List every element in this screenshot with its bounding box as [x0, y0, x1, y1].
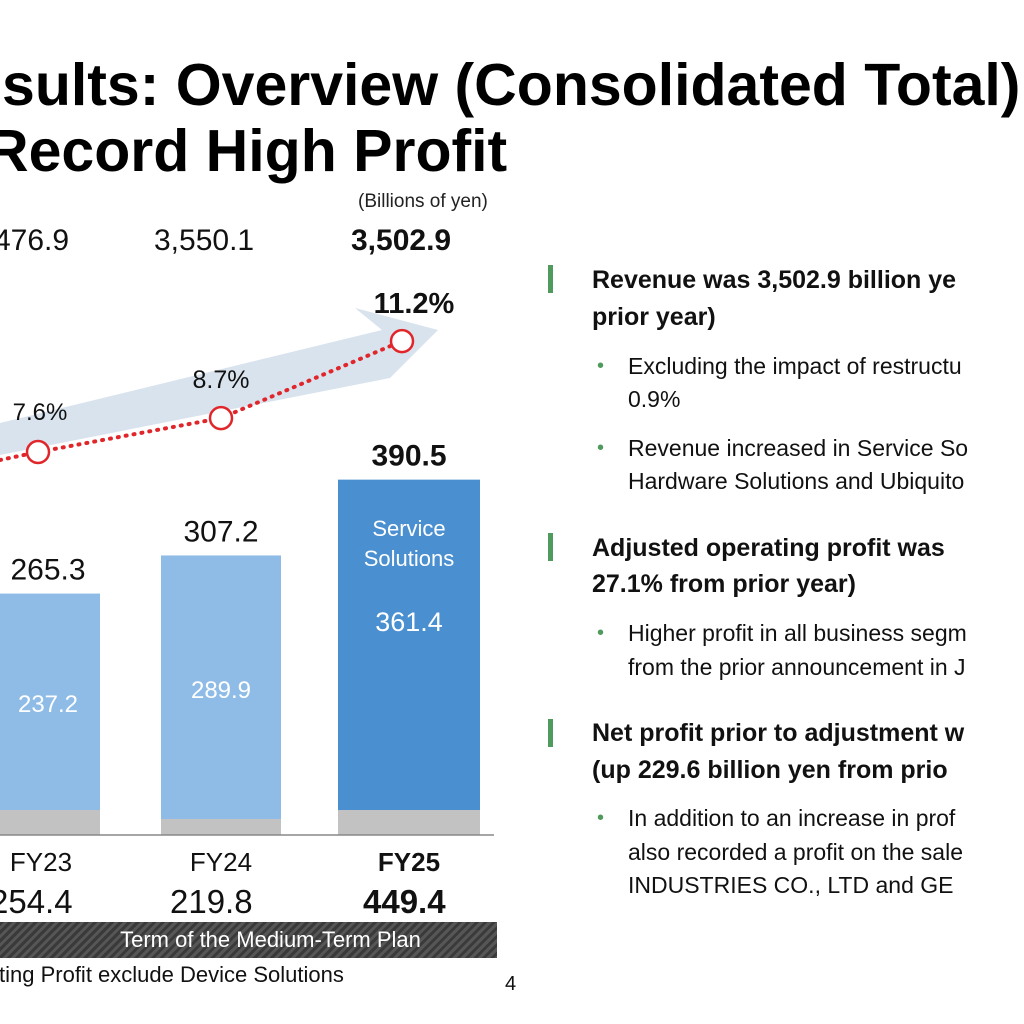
bullet-dot: • — [597, 807, 605, 829]
margin-value-label: 7.6% — [13, 399, 68, 426]
bullet-text: 0.9% — [628, 386, 681, 412]
segment-value-label: 289.9 — [191, 677, 251, 704]
section-heading: Net profit prior to adjustment w — [592, 719, 965, 747]
page-number: 4 — [505, 973, 517, 995]
section-marker — [548, 533, 553, 561]
segment-name-label: Service — [372, 516, 445, 541]
segment-value-label: 237.2 — [18, 691, 78, 718]
slide-title: sults: Overview (Consolidated Total) — [2, 52, 1021, 118]
bullet-text: INDUSTRIES CO., LTD and GE — [628, 872, 954, 898]
bullet-text: Excluding the impact of restructu — [628, 353, 962, 379]
segment-name-label: Solutions — [364, 546, 455, 571]
bullet-text: Hardware Solutions and Ubiquito — [628, 468, 965, 494]
section-marker — [548, 719, 553, 747]
x-label-fy24: FY24 — [190, 847, 252, 877]
section-heading: (up 229.6 billion yen from prio — [592, 756, 948, 784]
base-segment-bar — [338, 810, 480, 835]
bullet-text: Higher profit in all business segm — [628, 620, 967, 646]
net-profit-fy25: 449.4 — [363, 883, 446, 920]
base-segment-bar — [161, 819, 281, 835]
section-heading: Adjusted operating profit was — [592, 534, 945, 562]
slide-subtitle: Record High Profit — [0, 118, 508, 184]
section-heading: 27.1% from prior year) — [592, 570, 856, 598]
bullet-dot: • — [597, 437, 605, 459]
net-profit-fy23: 254.4 — [0, 883, 73, 920]
growth-arrow — [0, 308, 438, 455]
revenue-fy24: 3,550.1 — [154, 224, 255, 257]
revenue-fy23: 476.9 — [0, 224, 70, 257]
x-label-fy23: FY23 — [10, 847, 72, 877]
margin-point — [208, 405, 234, 431]
segment-value-label: 361.4 — [375, 607, 443, 637]
net-profit-fy24: 219.8 — [170, 883, 253, 920]
margin-point — [389, 328, 415, 354]
margin-value-label: 11.2% — [374, 288, 455, 320]
unit-label: (Billions of yen) — [358, 191, 488, 212]
bullet-dot: • — [597, 355, 605, 377]
term-banner: Term of the Medium-Term Plan — [0, 922, 497, 958]
section-marker — [548, 265, 553, 293]
base-segment-bar — [0, 810, 100, 835]
margin-value-label: 8.7% — [193, 366, 250, 394]
service-solutions-bar — [161, 555, 281, 819]
bullet-text: also recorded a profit on the sale — [628, 839, 963, 865]
footnote: ting Profit exclude Device Solutions — [0, 962, 344, 987]
section-heading: prior year) — [592, 303, 716, 331]
profit-chart: 265.3 237.2 307.2 289.9 390.5 361.4 Service Sol… — [0, 288, 494, 877]
section-heading: Revenue was 3,502.9 billion ye — [592, 266, 957, 294]
revenue-fy25: 3,502.9 — [351, 224, 452, 257]
x-label-fy25: FY25 — [378, 847, 440, 877]
bullet-text: In addition to an increase in prof — [628, 805, 956, 831]
total-value-label: 390.5 — [371, 440, 446, 473]
bullet-text: from the prior announcement in J — [628, 654, 966, 680]
bullet-dot: • — [597, 622, 605, 644]
bullet-text: Revenue increased in Service So — [628, 435, 969, 461]
service-solutions-bar — [0, 593, 100, 810]
total-value-label: 265.3 — [10, 554, 85, 587]
service-solutions-bar — [338, 479, 480, 810]
margin-point — [25, 439, 51, 465]
total-value-label: 307.2 — [183, 515, 258, 548]
